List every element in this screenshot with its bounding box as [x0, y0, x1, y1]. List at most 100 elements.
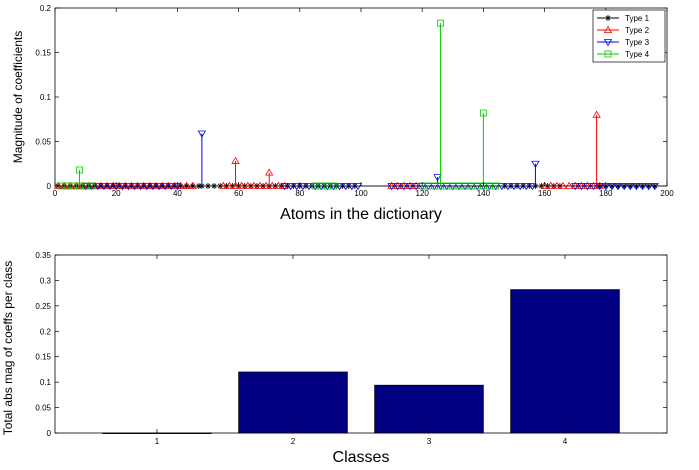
- stem-zero-point: [136, 183, 145, 191]
- stem-zero-point: [124, 183, 133, 191]
- legend-marker: [603, 25, 613, 33]
- bar-chart-y-tick-label: 0.1: [40, 378, 52, 387]
- stem-zero-point: [589, 181, 598, 189]
- stem-zero-point: [393, 183, 402, 191]
- stem-zero-point: [176, 181, 185, 189]
- stem-zero-point: [595, 181, 604, 189]
- bar-chart-x-tick-label: 1: [155, 437, 160, 446]
- stem-zero-point: [571, 181, 580, 189]
- legend-label: Type 4: [625, 50, 650, 59]
- stem-zero-point: [454, 183, 464, 191]
- stem-zero-point: [341, 183, 350, 191]
- stem-zero-point: [127, 181, 136, 189]
- stem-zero-point: [237, 181, 246, 189]
- stem-zero-point: [139, 181, 148, 189]
- stem-zero-point: [399, 181, 409, 189]
- stem-zero-point: [644, 183, 653, 191]
- stem-series-3: [81, 130, 659, 191]
- stem-chart-x-tick-label: 20: [112, 189, 121, 198]
- stem-zero-point: [219, 181, 228, 189]
- stem-chart-x-tick-label: 200: [660, 189, 674, 198]
- stem-chart-marks: [53, 19, 667, 191]
- legend-item: Type 2: [597, 25, 650, 35]
- stem-zero-point: [148, 183, 158, 191]
- stem-zero-point: [558, 181, 568, 189]
- stem-chart-ticks: 0 20 40 60 80 100 120 140 160 180 200 0 0.05 0.1 0.15 0…: [35, 4, 674, 198]
- bar-chart-x-tick-label: 2: [291, 437, 296, 446]
- stem-zero-point: [430, 183, 439, 191]
- bar-chart-y-tick-label: 0.3: [40, 276, 52, 285]
- stem-zero-point: [323, 183, 332, 191]
- stem-chart-y-tick-label: 0.05: [35, 138, 51, 147]
- stem-zero-point: [329, 183, 338, 191]
- stem-chart-x-tick-label: 160: [538, 189, 552, 198]
- stem-zero-point: [442, 183, 451, 191]
- stem-zero-point: [387, 181, 396, 189]
- stem-zero-point: [503, 183, 513, 191]
- legend-marker: [604, 50, 612, 58]
- stem-chart-x-axis-label: Atoms in the dictionary: [280, 206, 442, 223]
- stem-zero-point: [317, 183, 326, 191]
- stem-zero-point: [595, 183, 604, 191]
- stem-zero-point: [424, 183, 433, 191]
- stem-zero-point: [583, 181, 592, 189]
- stem-zero-point: [577, 181, 586, 189]
- stem-zero-point: [130, 183, 139, 191]
- stem-point: [531, 160, 540, 169]
- bar-chart-y-axis-label: Total abs mag of coeffs per class: [1, 261, 15, 436]
- legend-marker: [603, 39, 613, 47]
- stem-zero-point: [460, 183, 470, 191]
- stem-chart: 0 20 40 60 80 100 120 140 160 180 200 0 0.05 0.1 0.15 0…: [11, 4, 674, 223]
- bar-chart-marks: [102, 289, 620, 434]
- stem-chart-y-tick-label: 0: [47, 182, 52, 191]
- stem-point: [592, 110, 601, 118]
- stem-zero-point: [115, 181, 124, 189]
- legend-label: Type 3: [625, 38, 650, 47]
- stem-zero-point: [151, 181, 161, 189]
- stem-zero-point: [491, 183, 500, 191]
- stem-zero-point: [160, 183, 170, 191]
- stem-chart-x-tick-label: 120: [416, 189, 430, 198]
- bar-chart-y-tick-label: 0.05: [35, 404, 51, 413]
- stem-zero-point: [225, 181, 234, 189]
- bar-chart-y-tick-label: 0.2: [40, 327, 52, 336]
- stem-zero-point: [145, 181, 155, 189]
- stem-zero-point: [286, 183, 295, 191]
- stem-zero-point: [298, 183, 308, 191]
- stem-zero-point: [632, 183, 641, 191]
- bar-chart-x-axis-label: Classes: [333, 449, 390, 466]
- stem-chart-x-tick-label: 140: [477, 189, 491, 198]
- stem-zero-point: [638, 183, 647, 191]
- stem-zero-point: [261, 181, 271, 189]
- stem-chart-x-tick-label: 80: [295, 189, 304, 198]
- stem-zero-point: [405, 183, 415, 191]
- stem-zero-point: [96, 181, 106, 189]
- stem-zero-point: [546, 181, 555, 189]
- stem-chart-legend: Type 1 Type 2 Type 3 Type 4: [592, 9, 666, 63]
- stem-chart-x-tick-label: 60: [234, 189, 243, 198]
- bar-class-3: [374, 384, 484, 434]
- stem-zero-point: [509, 183, 519, 191]
- bar-chart-y-tick-label: 0.15: [35, 353, 51, 362]
- stem-zero-point: [619, 183, 629, 191]
- stem-chart-y-tick-label: 0.2: [40, 4, 52, 13]
- stem-zero-point: [613, 183, 623, 191]
- legend-item: Type 1: [597, 14, 650, 23]
- stem-point: [76, 166, 83, 174]
- stem-zero-point: [411, 183, 421, 191]
- stem-zero-point: [473, 183, 482, 191]
- bar-chart-y-tick-label: 0: [47, 429, 52, 438]
- stem-zero-point: [87, 183, 96, 191]
- stem-point: [197, 130, 207, 138]
- stem-zero-point: [448, 183, 457, 191]
- stem-zero-point: [650, 183, 659, 191]
- stem-zero-point: [249, 181, 259, 189]
- stem-zero-point: [118, 183, 127, 191]
- stem-series-2: [53, 110, 604, 189]
- stem-zero-point: [393, 181, 402, 189]
- stem-zero-point: [528, 183, 537, 191]
- stem-zero-point: [411, 181, 421, 189]
- bar-chart: 1 2 3 4 0 0.05 0.1 0.15 0.2 0.25 0.3 0.35 Classes T…: [1, 251, 668, 466]
- stem-zero-point: [571, 183, 580, 191]
- bar-chart-y-tick-label: 0.25: [35, 302, 51, 311]
